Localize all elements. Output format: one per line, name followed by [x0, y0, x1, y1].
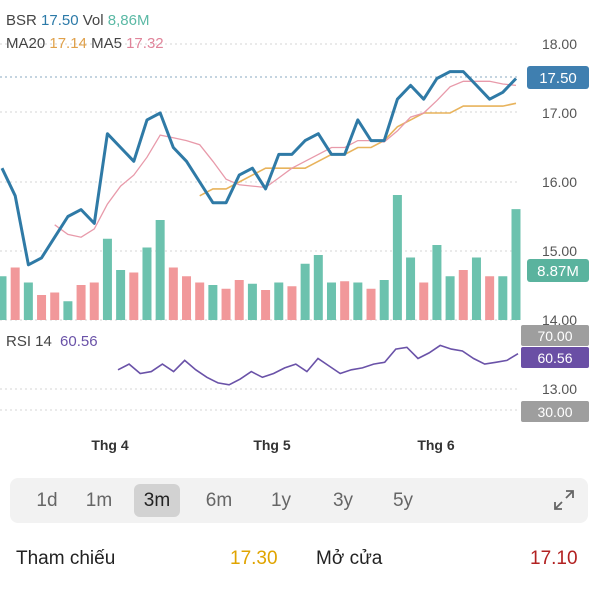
reference-value: 17.30 [230, 548, 278, 569]
volume-bar [379, 280, 389, 320]
volume-bar [23, 282, 33, 320]
volume-bar [129, 272, 139, 320]
volume-bar [234, 280, 244, 320]
info-row-reference: Tham chiếu 17.30 Mở cửa 17.10 [0, 540, 600, 580]
volume-bar [392, 195, 402, 320]
volume-bar [10, 267, 20, 320]
stock-chart[interactable]: 18.00 17.00 16.00 15.00 14.00 13.00 17.50 8.8… [0, 0, 600, 470]
x-label-apr: Thg 4 [91, 437, 129, 453]
volume-bar [366, 288, 376, 320]
tab-1m[interactable]: 1m [85, 490, 113, 511]
ma20-label: MA20 [6, 35, 46, 52]
volume-bar [208, 285, 218, 320]
volume-bar [142, 247, 152, 320]
volume-bar [195, 282, 205, 320]
volume-bar [63, 301, 73, 320]
volume-bar [261, 290, 271, 320]
volume-bar [182, 276, 192, 320]
tab-3y[interactable]: 3y [332, 490, 354, 511]
volume-bar [471, 257, 481, 320]
legend-line-1: BSR 17.50 Vol 8,86M [6, 12, 149, 30]
rsi-lower-text: 30.00 [537, 404, 572, 420]
volume-bar [247, 283, 257, 320]
ticker-label: BSR [6, 12, 37, 29]
rsi-line [117, 344, 519, 386]
volume-bar [485, 276, 495, 320]
rsi-label: RSI 14 60.56 [6, 333, 98, 350]
rsi-lower-badge [521, 401, 589, 422]
current-price-text: 17.50 [539, 70, 577, 87]
volume-bar [340, 281, 350, 320]
expand-diagonal-icon[interactable] [552, 488, 576, 512]
ticker-price: 17.50 [41, 12, 79, 29]
ma5-value: 17.32 [126, 35, 164, 52]
rsi-value: 60.56 [60, 333, 98, 350]
open-value: 17.10 [530, 548, 578, 569]
volume-bar [326, 282, 336, 320]
tab-1d[interactable]: 1d [36, 490, 58, 511]
rsi-current-text: 60.56 [537, 350, 572, 366]
volume-bar [511, 209, 521, 320]
legend-line-2: MA20 17.14 MA5 17.32 [6, 35, 164, 53]
volume-bar [287, 286, 297, 320]
open-label: Mở cửa [316, 548, 383, 569]
volume-bar [406, 257, 416, 320]
price-tick: 16.00 [542, 174, 577, 190]
tab-6m[interactable]: 6m [205, 490, 233, 511]
x-label-may: Thg 5 [253, 437, 291, 453]
rsi-upper-badge [521, 325, 589, 346]
current-price-badge [527, 66, 589, 89]
volume-bar [498, 276, 508, 320]
rsi-name: RSI 14 [6, 333, 52, 350]
volume-bar [0, 276, 7, 320]
ma20-value: 17.14 [49, 35, 87, 52]
rsi-upper-text: 70.00 [537, 328, 572, 344]
volume-bar [221, 288, 231, 320]
price-tick: 14.00 [542, 312, 577, 328]
volume-bar [353, 282, 363, 320]
volume-bar [116, 270, 126, 320]
ma5-label: MA5 [91, 35, 122, 52]
price-tick: 15.00 [542, 243, 577, 259]
price-tick: 18.00 [542, 36, 577, 52]
volume-bar [300, 263, 310, 320]
volume-badge-text: 8.87M [537, 263, 579, 280]
volume-bar [155, 220, 165, 320]
volume-bar [76, 285, 86, 320]
chart-grid [0, 43, 520, 411]
volume-badge [527, 259, 589, 282]
tab-5y[interactable]: 5y [392, 490, 414, 511]
vol-value: 8,86M [107, 12, 150, 29]
volume-bar [445, 276, 455, 320]
reference-label: Tham chiếu [16, 548, 116, 569]
rsi-current-badge [521, 347, 589, 368]
x-label-jun: Thg 6 [417, 437, 455, 453]
volume-bar [419, 282, 429, 320]
ma20-line [199, 102, 517, 197]
volume-bar [313, 255, 323, 320]
tab-3m[interactable]: 3m [134, 484, 180, 517]
tab-1y[interactable]: 1y [270, 490, 292, 511]
volume-bar [102, 238, 112, 320]
timeframe-tabs: 1d 1m 3m 6m 1y 3y 5y [10, 478, 588, 523]
volume-bar [432, 245, 442, 320]
volume-bar [37, 295, 47, 320]
volume-bar [274, 282, 284, 320]
price-axis: 18.00 17.00 16.00 15.00 14.00 13.00 [542, 36, 577, 397]
volume-bar [89, 282, 99, 320]
price-tick: 13.00 [542, 381, 577, 397]
volume-bars [0, 195, 521, 320]
volume-bar [50, 292, 60, 320]
price-line [0, 70, 518, 267]
volume-bar [458, 270, 468, 320]
volume-bar [168, 267, 178, 320]
vol-label: Vol [82, 12, 104, 29]
ma5-line [54, 80, 517, 238]
price-tick: 17.00 [542, 105, 577, 121]
